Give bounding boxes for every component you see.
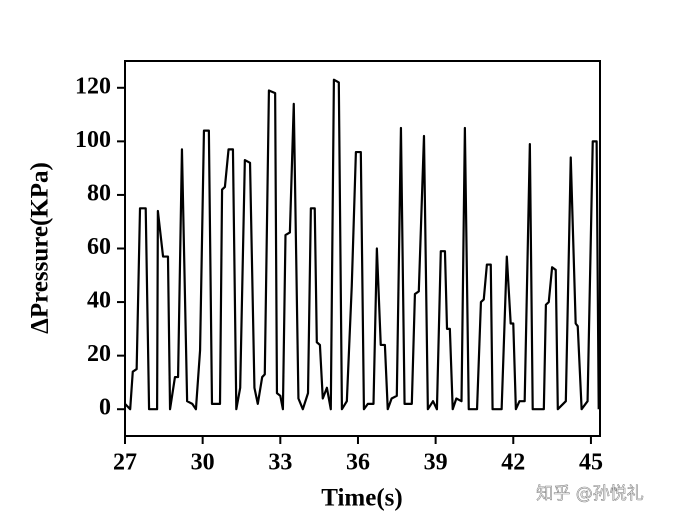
y-axis-label: ΔPressure(KPa): [27, 162, 54, 334]
y-tick-label: 0: [99, 395, 111, 421]
x-tick-label: 27: [113, 450, 137, 476]
y-tick-label: 100: [75, 127, 111, 153]
x-tick-label: 45: [579, 450, 603, 476]
y-tick-label: 40: [87, 288, 111, 314]
x-tick-label: 36: [346, 450, 370, 476]
y-tick-label: 80: [87, 180, 111, 206]
watermark: 知乎 @孙悦礼: [536, 484, 643, 504]
x-axis-label: Time(s): [321, 485, 402, 512]
y-tick-label: 60: [87, 234, 111, 260]
pressure-line: [124, 78, 600, 411]
x-tick-label: 39: [424, 450, 448, 476]
x-tick-label: 33: [268, 450, 292, 476]
x-tick-label: 42: [501, 450, 525, 476]
x-tick-label: 30: [191, 450, 215, 476]
y-tick-label: 20: [87, 341, 111, 367]
y-tick-label: 120: [75, 73, 111, 99]
